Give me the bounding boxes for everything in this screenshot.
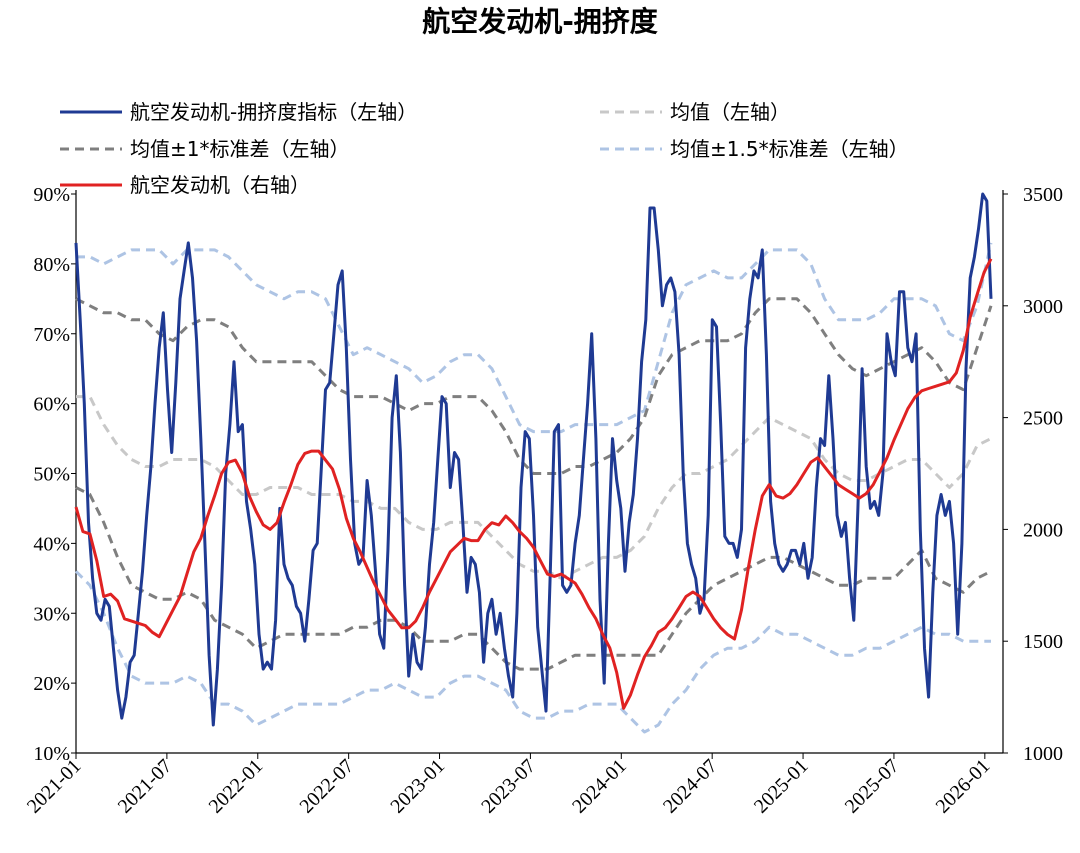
axes — [71, 190, 1008, 759]
legend-mean-1sd-label: 均值±1*标准差（左轴） — [130, 137, 349, 161]
x-tick-label: 2024-07 — [659, 755, 722, 818]
y-left-tick-label: 80% — [33, 254, 70, 276]
x-tick-label: 2022-01 — [205, 755, 268, 818]
y-right-tick-label: 2500 — [1023, 408, 1063, 430]
y-right-tick-label: 1000 — [1023, 743, 1063, 765]
legend-crowding-index-label: 航空发动机-拥挤度指标（左轴） — [130, 100, 417, 124]
y-left-tick-label: 40% — [33, 533, 70, 555]
mean-plus-1sd-line — [75, 297, 993, 475]
y-right-tick-label: 3000 — [1023, 296, 1063, 318]
x-tick-label: 2025-01 — [750, 755, 813, 818]
x-tick-label: 2023-07 — [477, 755, 540, 818]
mean-line — [76, 395, 992, 580]
legend-mean-1-5sd-label: 均值±1.5*标准差（左轴） — [670, 137, 909, 161]
x-tick-label: 2022-07 — [295, 755, 358, 818]
y-left-tick-label: 20% — [33, 673, 70, 695]
y-left-tick-label: 90% — [33, 184, 70, 206]
chart-title: 航空发动机-拥挤度 — [422, 5, 658, 38]
y-left-tick-label: 50% — [33, 464, 70, 486]
y-left-tick-label: 70% — [33, 324, 70, 346]
x-tick-label: 2023-01 — [386, 755, 449, 818]
x-tick-label: 2021-07 — [114, 755, 177, 818]
x-tick-label: 2024-01 — [568, 755, 631, 818]
y-left-tick-label: 30% — [33, 603, 70, 625]
mean-minus-1sd-line — [75, 486, 992, 671]
legend: 航空发动机-拥挤度指标（左轴） 均值（左轴） 均值±1*标准差（左轴） 均值±1.5*… — [60, 100, 909, 197]
y-right-tick-label: 1500 — [1023, 631, 1063, 653]
y-right-tick-label: 2000 — [1023, 519, 1063, 541]
y-left-tick-label: 10% — [33, 743, 70, 765]
y-right-tick-label: 3500 — [1023, 184, 1063, 206]
x-tick-label: 2025-07 — [841, 755, 904, 818]
x-tick-label: 2026-01 — [932, 755, 995, 818]
mean-minus-1-5sd-line — [74, 570, 991, 734]
mean-plus-1-5sd-line — [76, 242, 993, 434]
tick-labels: 10% 20% 30% 40% 50% 60% 70% 80% 90% 1000 1500 2000 2… — [23, 184, 1063, 818]
series-layer — [74, 192, 993, 734]
engine-index-line — [74, 258, 993, 710]
crowding-index-line — [74, 192, 993, 727]
y-left-tick-label: 60% — [33, 394, 70, 416]
legend-engine-index-label: 航空发动机（右轴） — [130, 173, 310, 197]
legend-mean-label: 均值（左轴） — [670, 100, 790, 124]
